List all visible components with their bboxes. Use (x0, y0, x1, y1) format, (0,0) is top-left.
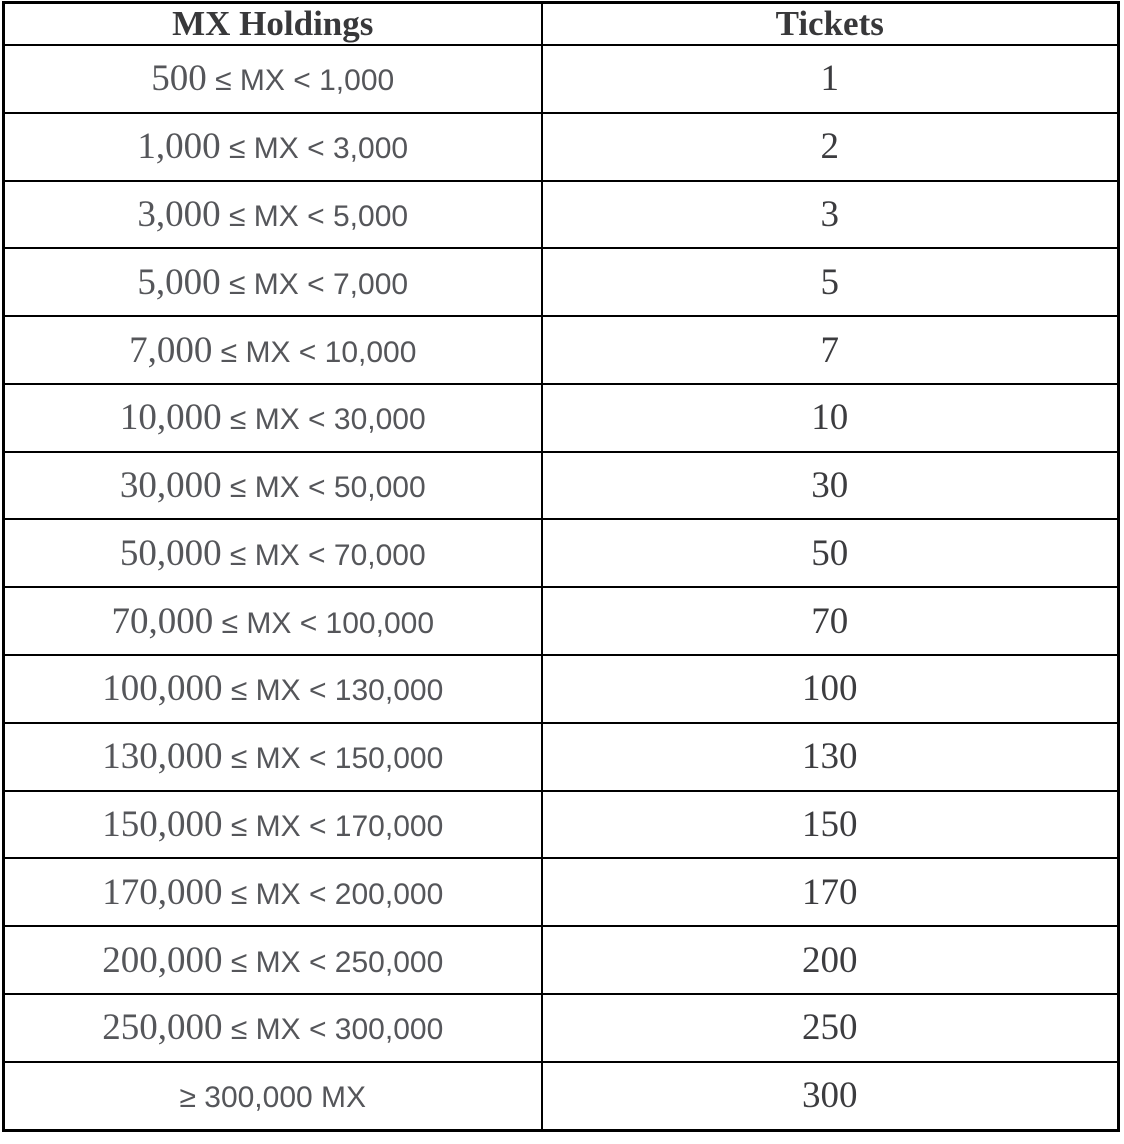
holdings-range-leading-number: 130,000 (102, 736, 223, 778)
holdings-range-leading-number: 200,000 (102, 939, 223, 981)
holdings-range-leading-number: 30,000 (119, 465, 222, 507)
holdings-range-rest: ≤ MX < 3,000 (220, 132, 409, 166)
table-row: 100,000 ≤ MX < 130,000 100 (2, 654, 1120, 724)
tickets-value-cell: 3 (540, 179, 1120, 250)
tickets-value-cell: 2 (540, 111, 1120, 182)
holdings-range-rest: ≤ MX < 250,000 (222, 945, 444, 979)
holdings-range-leading-number: 1,000 (137, 126, 221, 168)
holdings-range-leading-number: 3,000 (137, 193, 221, 235)
holdings-range-leading-number: 100,000 (102, 668, 223, 710)
holdings-range-leading-number: 5,000 (137, 261, 221, 303)
tickets-value-cell: 300 (540, 1060, 1120, 1132)
holdings-range-leading-number: 7,000 (129, 329, 213, 371)
holdings-range-leading-number: 250,000 (102, 1007, 223, 1049)
holdings-range-cell: 3,000 ≤ MX < 5,000 (2, 179, 543, 250)
holdings-range-cell: 100,000 ≤ MX < 130,000 (2, 654, 543, 724)
holdings-range-cell: 1,000 ≤ MX < 3,000 (2, 111, 543, 182)
holdings-range-cell: 10,000 ≤ MX < 30,000 (2, 382, 543, 453)
tickets-value-cell: 50 (540, 518, 1120, 589)
holdings-range-rest: ≤ MX < 100,000 (213, 606, 435, 640)
holdings-range-leading-number: 500 (151, 58, 207, 100)
holdings-range-rest: ≤ MX < 5,000 (220, 199, 409, 233)
holdings-range-cell: 130,000 ≤ MX < 150,000 (2, 721, 543, 792)
holdings-range-rest: ≤ MX < 30,000 (221, 403, 426, 437)
holdings-range-rest: ≤ MX < 7,000 (220, 267, 409, 301)
holdings-range-cell: 70,000 ≤ MX < 100,000 (2, 586, 543, 657)
table-row: 3,000 ≤ MX < 5,000 3 (2, 179, 1120, 250)
holdings-range-rest: ≤ MX < 170,000 (222, 809, 444, 843)
table-row: 250,000 ≤ MX < 300,000 250 (2, 992, 1120, 1063)
holdings-range-cell: 150,000 ≤ MX < 170,000 (2, 789, 543, 860)
tickets-value-cell: 170 (540, 857, 1120, 928)
tickets-value-cell: 5 (540, 247, 1120, 318)
tickets-value-cell: 250 (540, 992, 1120, 1063)
holdings-range-rest: ≤ MX < 300,000 (222, 1013, 444, 1047)
table-row: 170,000 ≤ MX < 200,000 170 (2, 857, 1120, 928)
holdings-range-leading-number: 50,000 (119, 532, 222, 574)
tickets-value-cell: 150 (540, 789, 1120, 860)
table-row: 150,000 ≤ MX < 170,000 150 (2, 789, 1120, 860)
holdings-range-rest: ≤ MX < 70,000 (221, 538, 426, 572)
tickets-value-cell: 1 (540, 44, 1120, 114)
tickets-value-cell: 30 (540, 450, 1120, 521)
table-row: 30,000 ≤ MX < 50,000 30 (2, 450, 1120, 521)
holdings-range-rest: ≥ 300,000 MX (179, 1081, 367, 1115)
holdings-range-cell: 500 ≤ MX < 1,000 (2, 44, 543, 114)
table-row: ≥ 300,000 MX 300 (2, 1060, 1120, 1132)
tickets-value-cell: 70 (540, 586, 1120, 657)
holdings-range-leading-number: 150,000 (102, 803, 223, 845)
holdings-range-rest: ≤ MX < 50,000 (221, 471, 426, 505)
holdings-range-cell: 5,000 ≤ MX < 7,000 (2, 247, 543, 318)
table-row: 7,000 ≤ MX < 10,000 7 (2, 315, 1120, 385)
tickets-value-cell: 7 (540, 315, 1120, 385)
holdings-range-rest: ≤ MX < 200,000 (222, 877, 444, 911)
table-row: 500 ≤ MX < 1,000 1 (2, 44, 1120, 114)
holdings-range-cell: 7,000 ≤ MX < 10,000 (2, 315, 543, 385)
holdings-range-leading-number: 10,000 (119, 397, 222, 439)
holdings-range-rest: ≤ MX < 130,000 (222, 674, 444, 708)
holdings-range-rest: ≤ MX < 10,000 (212, 335, 417, 369)
holdings-range-cell: 200,000 ≤ MX < 250,000 (2, 925, 543, 995)
table-row: 1,000 ≤ MX < 3,000 2 (2, 111, 1120, 182)
column-header-mx-holdings: MX Holdings (2, 1, 543, 46)
holdings-range-cell: ≥ 300,000 MX (2, 1060, 543, 1132)
holdings-range-leading-number: 170,000 (102, 871, 223, 913)
holdings-range-cell: 50,000 ≤ MX < 70,000 (2, 518, 543, 589)
column-header-tickets: Tickets (540, 1, 1120, 46)
table-row: 50,000 ≤ MX < 70,000 50 (2, 518, 1120, 589)
holdings-range-rest: ≤ MX < 1,000 (206, 64, 395, 98)
tickets-value-cell: 100 (540, 654, 1120, 724)
table-row: 130,000 ≤ MX < 150,000 130 (2, 721, 1120, 792)
tickets-value-cell: 130 (540, 721, 1120, 792)
holdings-range-rest: ≤ MX < 150,000 (222, 742, 444, 776)
table-body: 500 ≤ MX < 1,000 1 1,000 ≤ MX < 3,000 2 … (2, 44, 1120, 1132)
tickets-value-cell: 200 (540, 925, 1120, 995)
holdings-range-cell: 30,000 ≤ MX < 50,000 (2, 450, 543, 521)
table-row: 5,000 ≤ MX < 7,000 5 (2, 247, 1120, 318)
header-row: MX Holdings Tickets (2, 1, 1120, 46)
holdings-range-cell: 250,000 ≤ MX < 300,000 (2, 992, 543, 1063)
holdings-range-cell: 170,000 ≤ MX < 200,000 (2, 857, 543, 928)
table-row: 70,000 ≤ MX < 100,000 70 (2, 586, 1120, 657)
table-row: 10,000 ≤ MX < 30,000 10 (2, 382, 1120, 453)
table-row: 200,000 ≤ MX < 250,000 200 (2, 925, 1120, 995)
holdings-range-leading-number: 70,000 (111, 600, 214, 642)
tickets-value-cell: 10 (540, 382, 1120, 453)
